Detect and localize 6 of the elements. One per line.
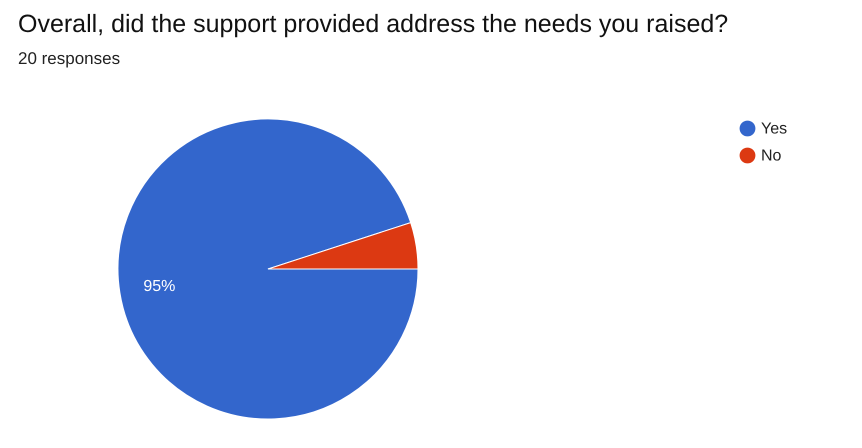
data-label: 95% bbox=[143, 278, 176, 296]
pie-slice bbox=[118, 118, 418, 420]
legend-label: No bbox=[761, 148, 782, 164]
legend-label: Yes bbox=[761, 120, 788, 138]
chart-title: Overall, did the support provided address the needs you raised? bbox=[18, 10, 728, 38]
chart-subtitle: 20 responses bbox=[18, 49, 120, 68]
